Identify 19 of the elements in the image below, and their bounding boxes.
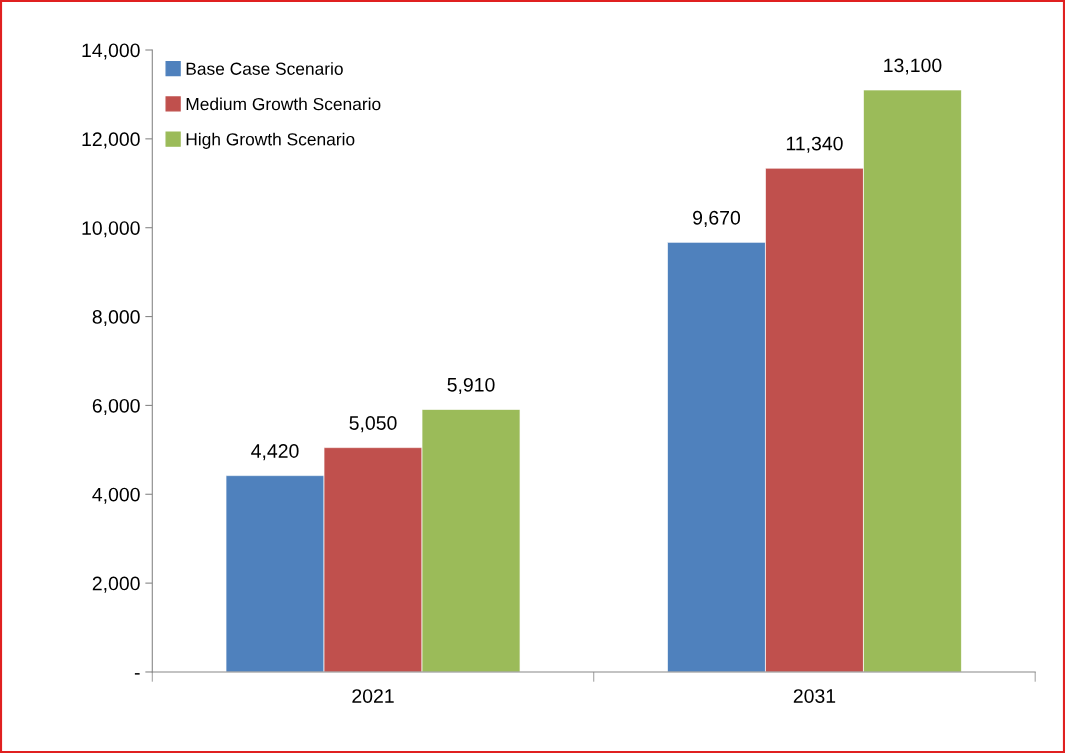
y-tick-label: 14,000 — [82, 43, 140, 60]
y-tick-label: 8,000 — [92, 310, 140, 327]
x-tick-label: 2021 — [352, 689, 394, 703]
legend-label: High Growth Scenario — [186, 132, 355, 149]
y-tick-label: 10,000 — [82, 221, 140, 238]
data-label: 13,100 — [884, 58, 942, 75]
data-label: 9,670 — [693, 210, 741, 227]
legend-label: Base Case Scenario — [186, 62, 343, 75]
data-label: 5,910 — [447, 377, 495, 394]
legend-label: Medium Growth Scenario — [186, 97, 381, 111]
x-tick-label: 2031 — [793, 689, 836, 703]
y-tick-label: 12,000 — [82, 132, 140, 149]
data-label: 5,050 — [349, 416, 397, 433]
y-tick-label: 6,000 — [92, 398, 140, 415]
y-tick-label: 4,000 — [92, 487, 140, 504]
y-tick-label: 2,000 — [92, 576, 140, 593]
data-label: 4,420 — [251, 444, 299, 461]
y-tick-label: - — [134, 673, 140, 675]
data-label: 11,340 — [786, 136, 843, 153]
